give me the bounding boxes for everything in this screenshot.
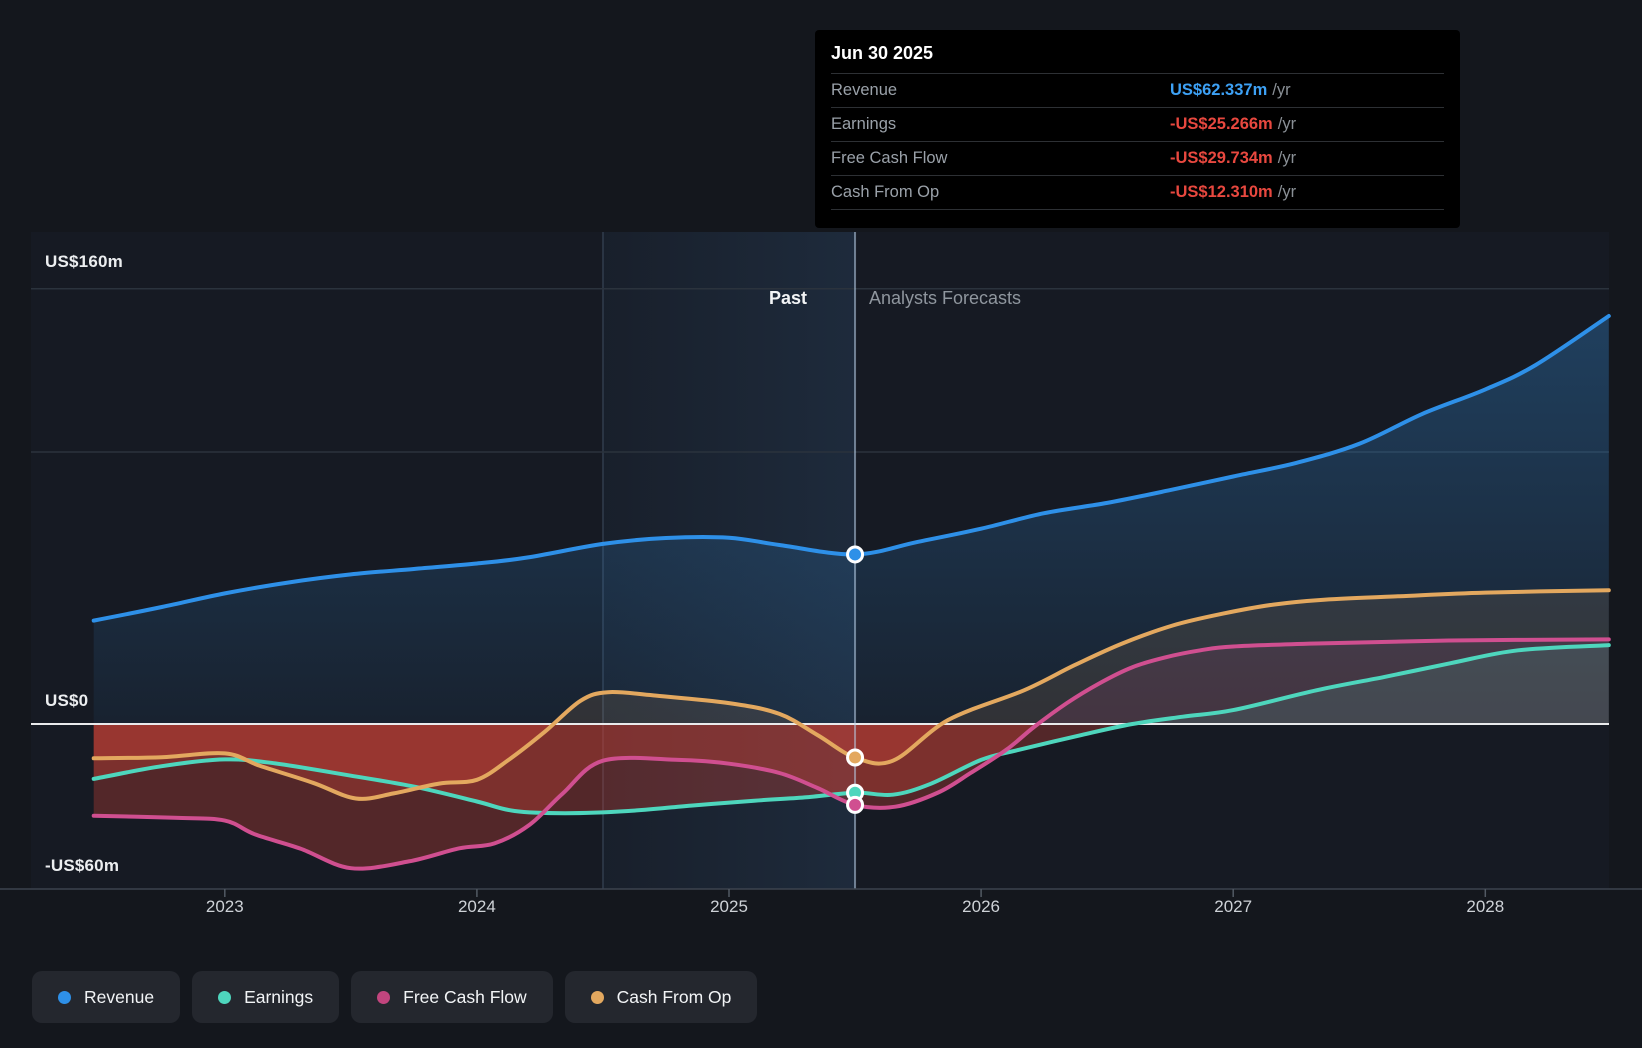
chart-tooltip: Jun 30 2025 Revenue US$62.337m/yr Earnings… — [815, 30, 1460, 228]
legend-chip-cash-from-op[interactable]: Cash From Op — [564, 971, 758, 1023]
chart-legend: Revenue Earnings Free Cash Flow Cash From O… — [32, 971, 758, 1023]
tooltip-row: Earnings -US$25.266m/yr — [831, 107, 1444, 141]
x-tick-label-2023: 2023 — [205, 897, 244, 916]
tooltip-metric-value: -US$12.310m — [1170, 183, 1273, 201]
tooltip-metric-value: US$62.337m — [1170, 81, 1268, 99]
legend-dot-icon — [58, 990, 71, 1004]
x-tick-label-2028: 2028 — [1466, 897, 1505, 916]
tooltip-row: Free Cash Flow -US$29.734m/yr — [831, 141, 1444, 175]
x-tick-label-2027: 2027 — [1214, 897, 1253, 916]
legend-chip-earnings[interactable]: Earnings — [192, 971, 340, 1023]
y-axis-label-160m: US$160m — [45, 252, 123, 271]
legend-chip-free-cash-flow[interactable]: Free Cash Flow — [351, 971, 553, 1023]
tooltip-metric-label: Earnings — [831, 115, 897, 133]
tooltip-metric-value: -US$29.734m — [1170, 149, 1273, 167]
tooltip-metric-value: -US$25.266m — [1170, 115, 1273, 133]
legend-chip-revenue[interactable]: Revenue — [32, 971, 181, 1023]
legend-dot-icon — [377, 990, 391, 1004]
tooltip-row: Cash From Op -US$12.310m/yr — [831, 175, 1444, 210]
legend-label: Revenue — [84, 986, 155, 1007]
x-tick-label-2026: 2026 — [962, 897, 1001, 916]
x-tick-label-2024: 2024 — [457, 897, 496, 916]
tooltip-metric-unit: /yr — [1277, 115, 1297, 133]
legend-dot-icon — [590, 990, 604, 1004]
legend-label: Free Cash Flow — [403, 986, 527, 1007]
x-tick-label-2025: 2025 — [710, 897, 748, 916]
tooltip-metric-unit: /yr — [1277, 183, 1297, 201]
tooltip-date: Jun 30 2025 — [831, 43, 934, 63]
tooltip-row: Revenue US$62.337m/yr — [831, 73, 1444, 107]
legend-label: Earnings — [244, 986, 314, 1007]
tooltip-metric-label: Free Cash Flow — [831, 149, 948, 167]
tooltip-metric-label: Revenue — [831, 81, 898, 99]
tooltip-metric-unit: /yr — [1272, 81, 1291, 99]
tooltip-metric-label: Cash From Op — [831, 183, 940, 201]
legend-dot-icon — [218, 990, 232, 1004]
legend-label: Cash From Op — [616, 986, 732, 1007]
y-axis-label-neg60m: -US$60m — [45, 856, 120, 875]
forecast-zone-label: Analysts Forecasts — [869, 288, 1022, 308]
past-zone-label: Past — [768, 288, 807, 308]
y-axis-label-zero: US$0 — [45, 691, 89, 710]
tooltip-metric-unit: /yr — [1277, 149, 1297, 167]
